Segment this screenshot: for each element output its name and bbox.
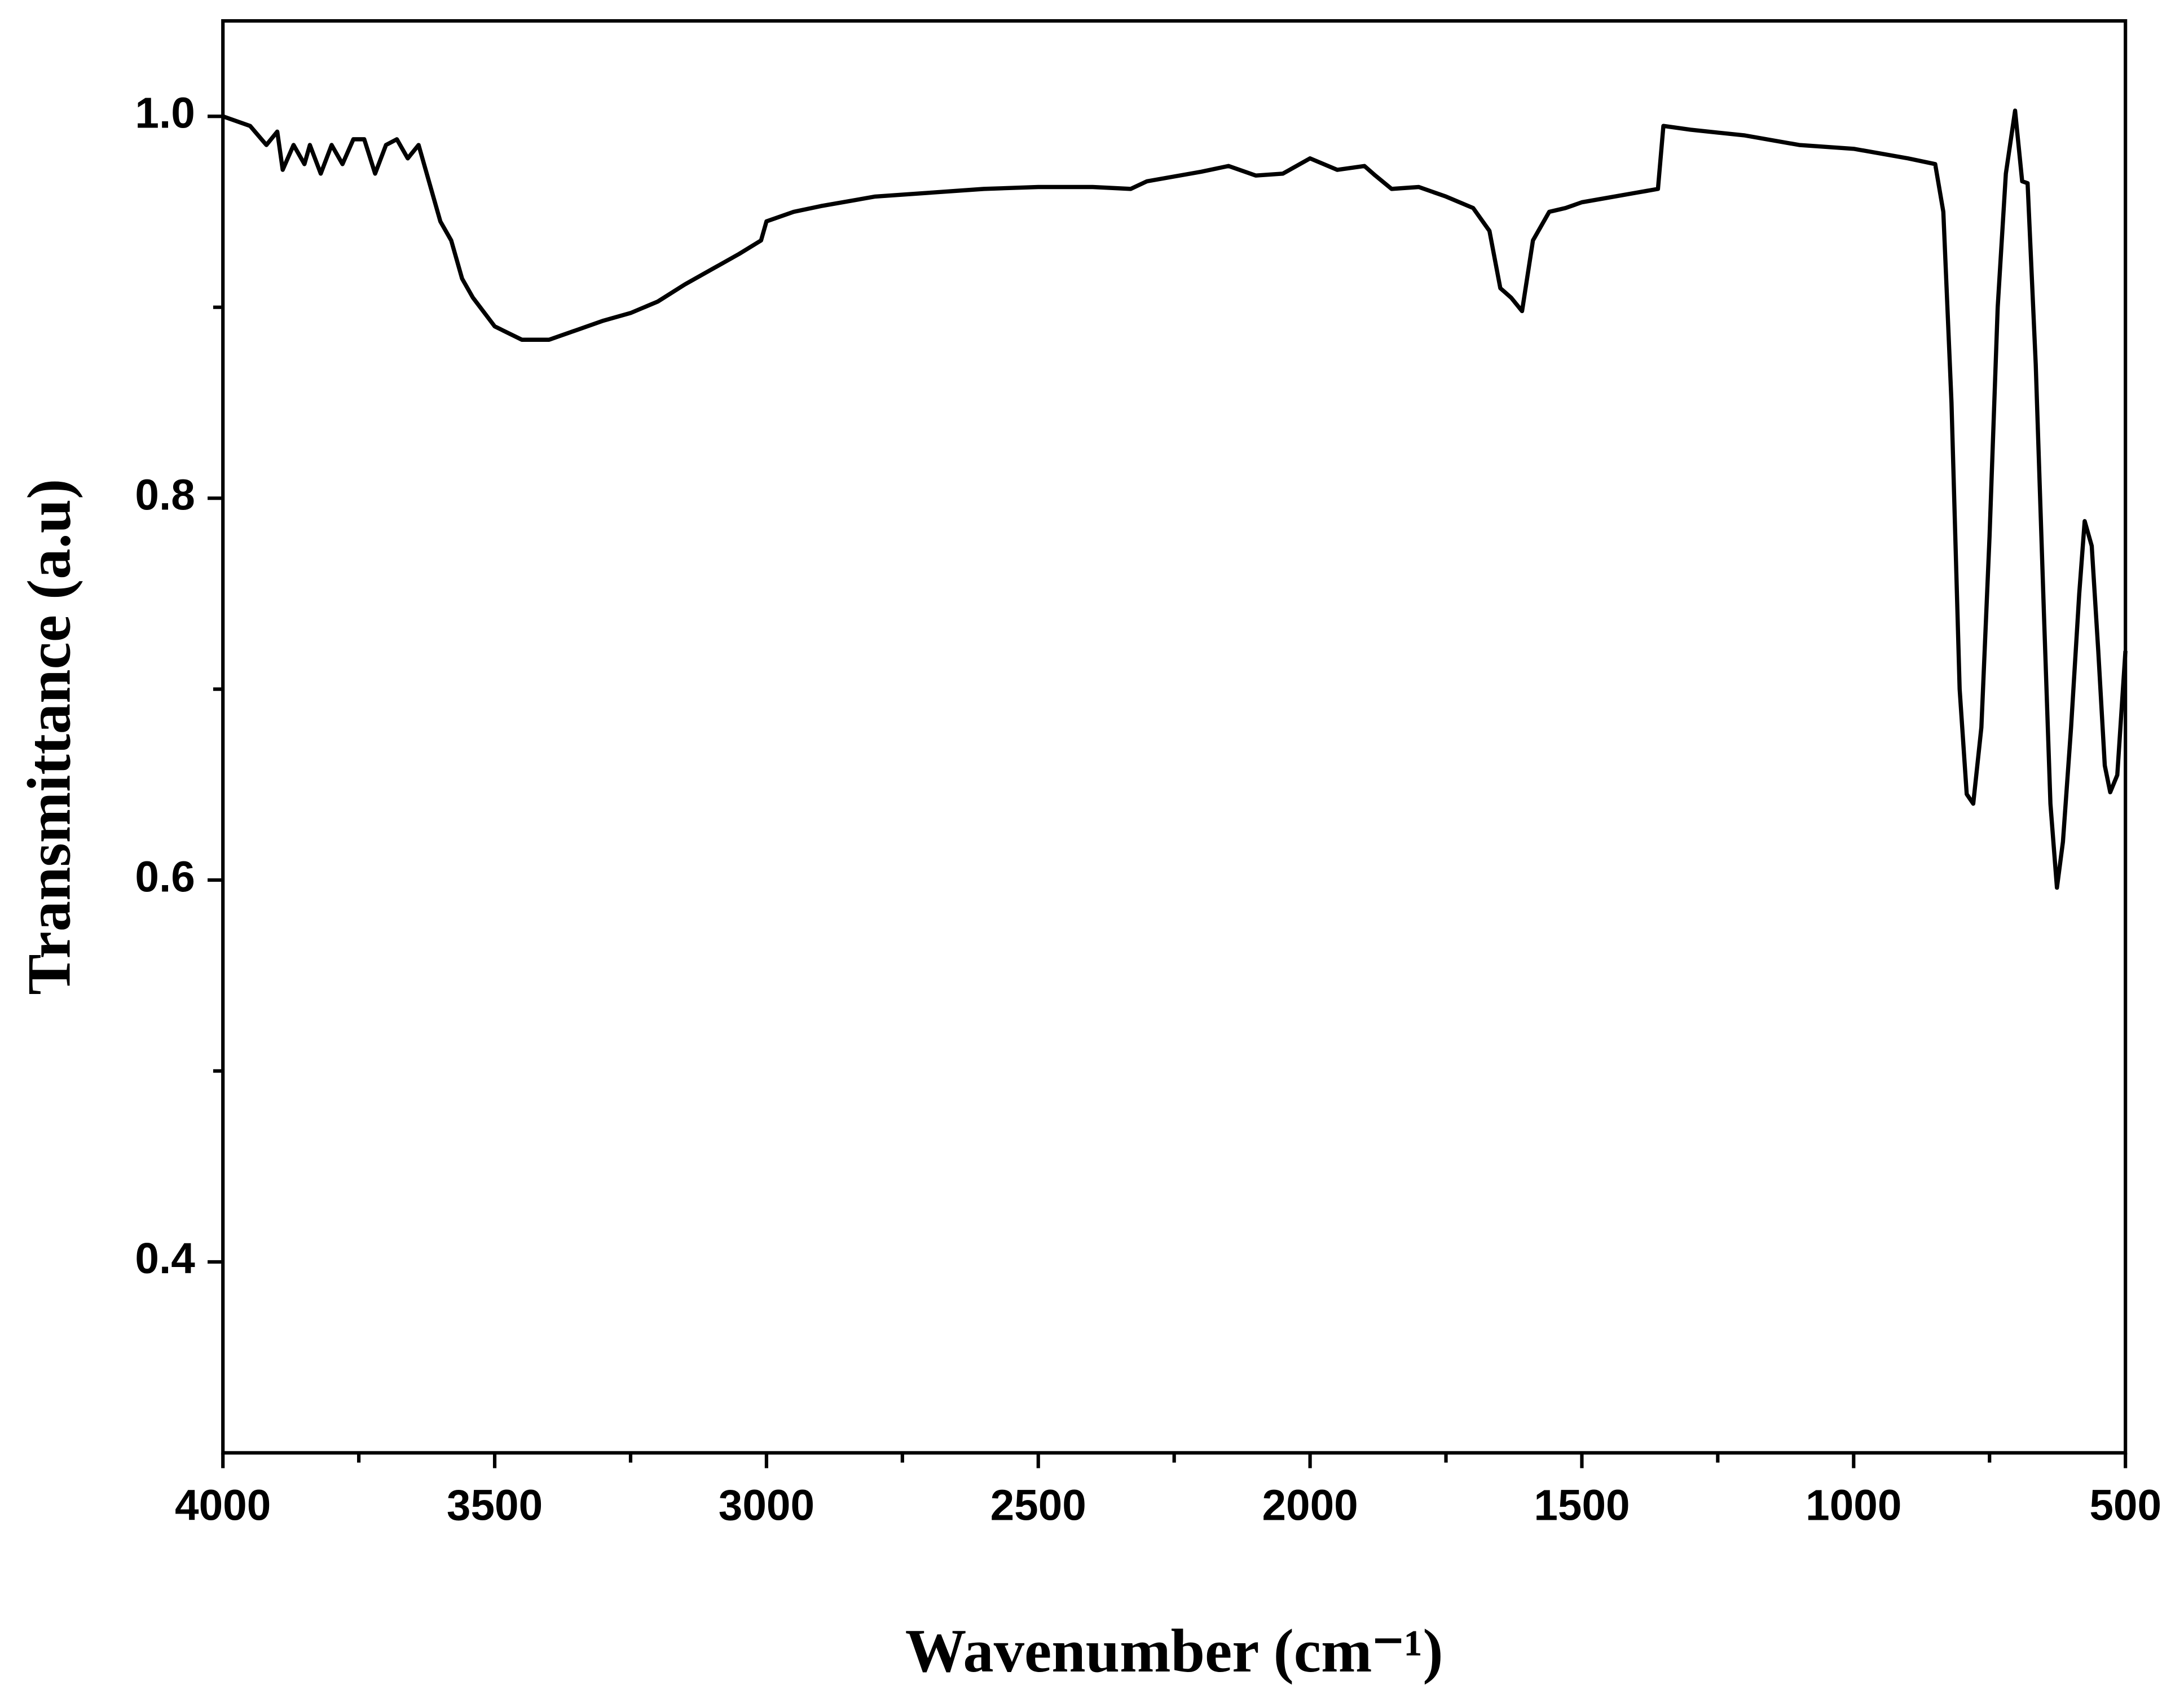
x-tick-label: 500	[2089, 1481, 2161, 1529]
x-tick-label: 2000	[1262, 1481, 1358, 1529]
x-tick-label: 2500	[990, 1481, 1086, 1529]
x-tick-label: 1500	[1534, 1481, 1630, 1529]
x-axis-title: Wavenumber (cm⁻¹)	[905, 1617, 1443, 1685]
y-tick-label: 1.0	[135, 89, 195, 137]
x-tick-label: 1000	[1806, 1481, 1901, 1529]
y-tick-label: 0.6	[135, 853, 195, 901]
x-tick-label: 3000	[719, 1481, 814, 1529]
y-axis-title: Transmittance (a.u)	[16, 479, 83, 995]
x-tick-label: 3500	[447, 1481, 543, 1529]
spectrum-line	[222, 108, 2128, 890]
y-tick-label: 0.8	[135, 471, 195, 519]
plot-frame	[221, 19, 2128, 1455]
x-tick-label: 4000	[175, 1481, 271, 1529]
y-tick-label: 0.4	[135, 1235, 195, 1283]
